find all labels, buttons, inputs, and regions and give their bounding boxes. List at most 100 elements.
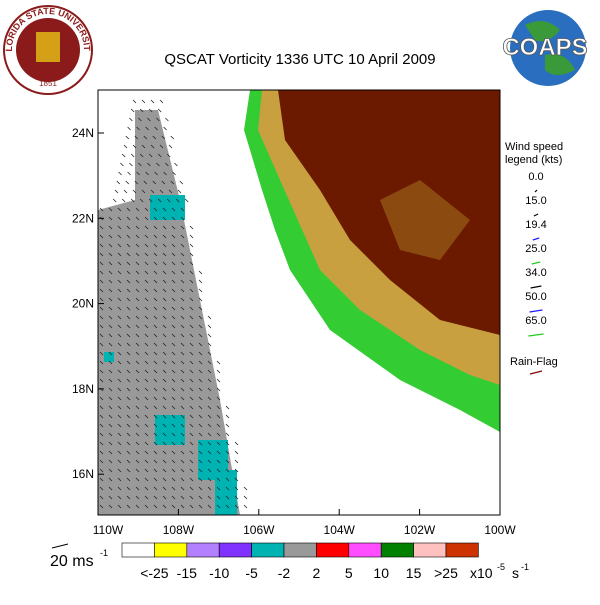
wind-arrow (171, 450, 176, 455)
wind-arrow (139, 108, 144, 113)
lon-label: 108W (163, 523, 195, 537)
wind-arrow (136, 171, 140, 176)
wind-arrow (189, 495, 194, 500)
wind-arrow (189, 369, 194, 374)
wind-arrow (189, 378, 194, 383)
wind-arrow (171, 414, 176, 419)
legend-arrow (531, 261, 541, 265)
wind-arrow (144, 315, 149, 320)
wind-arrow (135, 477, 140, 482)
wind-arrow (207, 360, 212, 365)
wind-arrow (144, 270, 149, 275)
wind-arrow (207, 468, 212, 473)
wind-arrow (189, 459, 194, 464)
wind-arrow (162, 423, 167, 428)
scale-label: 20 ms (50, 553, 94, 570)
wind-arrow (189, 342, 194, 347)
wind-arrow (234, 477, 239, 482)
wind-arrow (117, 225, 122, 230)
wind-arrow (144, 396, 149, 401)
wind-arrow (198, 414, 203, 419)
wind-arrow (153, 423, 158, 428)
wind-arrow (150, 189, 155, 194)
wind-arrow (198, 360, 203, 365)
wind-arrow (135, 396, 140, 401)
wind-arrow (162, 270, 167, 275)
wind-arrow (108, 261, 113, 266)
wind-arrow (234, 495, 239, 500)
wind-arrow (198, 378, 203, 383)
wind-arrow (175, 198, 180, 203)
wind-arrow (189, 243, 194, 248)
wind-arrow (117, 504, 122, 509)
wind-arrow (126, 216, 131, 221)
wind-arrow (171, 225, 176, 230)
wind-arrow (162, 387, 167, 392)
wind-arrow (144, 243, 149, 248)
wind-arrow (129, 162, 133, 167)
wind-arrow (171, 459, 176, 464)
wind-arrow (132, 144, 137, 149)
wind-arrow (135, 297, 140, 302)
wind-arrow (117, 243, 122, 248)
wind-arrow (126, 351, 131, 356)
wind-arrow (161, 135, 166, 140)
wind-arrow (126, 297, 131, 302)
wind-arrow (180, 297, 185, 302)
wind-arrow (171, 432, 176, 437)
wind-arrow (99, 306, 104, 311)
wind-arrow (126, 333, 131, 338)
wind-arrow (225, 414, 230, 419)
wind-arrow (108, 297, 113, 302)
wind-arrow (150, 144, 155, 149)
wind-arrow (207, 369, 212, 374)
wind-arrow (189, 405, 194, 410)
wind-arrow (117, 279, 122, 284)
wind-arrow (144, 450, 149, 455)
legend-arrow (534, 189, 538, 193)
wind-arrow (153, 342, 158, 347)
wind-arrow (162, 225, 167, 230)
wind-arrow (123, 189, 128, 194)
wind-arrow (198, 468, 203, 473)
wind-arrow (198, 477, 203, 482)
wind-arrow (180, 414, 185, 419)
wind-arrow (117, 270, 122, 275)
colorbar-box (445, 542, 479, 558)
wind-arrow (189, 441, 194, 446)
wind-arrow (207, 486, 212, 491)
wind-arrow (144, 369, 149, 374)
wind-arrow (144, 216, 149, 221)
unit-exp: -5 (497, 562, 505, 572)
wind-arrow (121, 153, 126, 158)
wind-arrow (147, 162, 151, 167)
wind-arrow (198, 423, 203, 428)
legend-arrow (533, 213, 539, 217)
wind-arrow (225, 495, 230, 500)
wind-arrow (180, 396, 185, 401)
wind-arrow (135, 252, 140, 257)
wind-arrow (108, 315, 113, 320)
wind-arrow (207, 378, 212, 383)
wind-arrow (198, 441, 203, 446)
wind-arrow (166, 153, 171, 158)
legend-arrow (530, 285, 542, 289)
wind-arrow (108, 405, 113, 410)
wind-arrow (117, 252, 122, 257)
wind-arrow (126, 468, 131, 473)
wind-arrow (168, 144, 173, 149)
wind-arrow (108, 234, 113, 239)
wind-arrow (171, 351, 176, 356)
wind-arrow (156, 162, 160, 167)
wind-arrow (99, 342, 104, 347)
wind-arrow (225, 459, 230, 464)
wind-arrow (162, 333, 167, 338)
wind-arrow (99, 252, 104, 257)
wind-arrow (144, 297, 149, 302)
wind-arrow (225, 405, 230, 410)
wind-arrow (162, 414, 167, 419)
wind-arrow (171, 306, 176, 311)
wind-arrow (153, 459, 158, 464)
colorbar-box (154, 542, 188, 558)
